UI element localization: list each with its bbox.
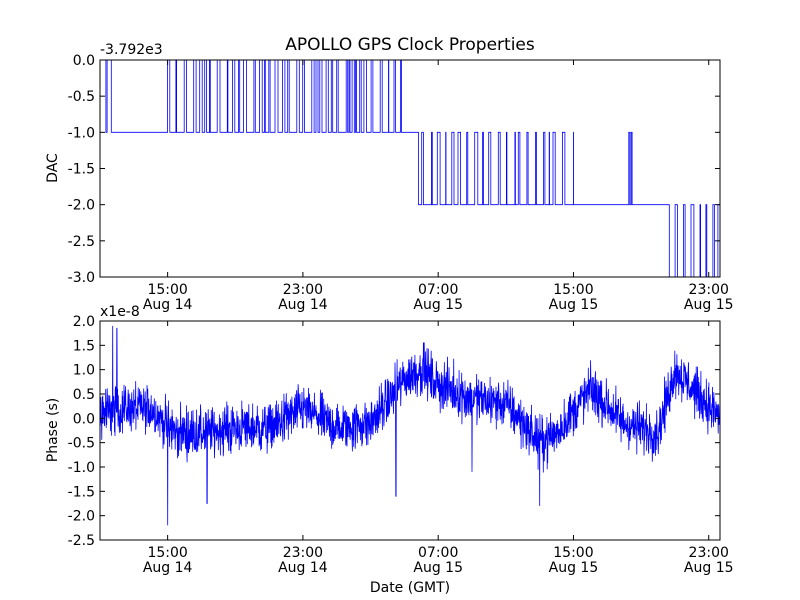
ytick-label: -3.0 — [68, 270, 95, 286]
ytick-label: -1.5 — [68, 162, 95, 178]
phase-panel: 2.0 1.5 1.0 0.5 0.0 -0.5 -1.0 -1.5 -2.0 -2.5 15:00… — [45, 304, 734, 596]
xtick-label-time: 15:00 — [553, 282, 593, 298]
phase-offset-text: x1e-8 — [100, 304, 140, 320]
ytick-label: -2.0 — [68, 198, 95, 214]
xtick-label-date: Aug 15 — [413, 297, 463, 313]
ytick-label: -1.5 — [68, 484, 95, 500]
ytick-label: -1.0 — [68, 460, 95, 476]
ytick-label: -2.5 — [68, 533, 95, 549]
phase-ylabel: Phase (s) — [45, 398, 61, 462]
xtick-label-date: Aug 15 — [549, 297, 599, 313]
xtick-label-date: Aug 14 — [278, 297, 328, 313]
dac-series — [100, 60, 720, 277]
chart-title: APOLLO GPS Clock Properties — [285, 35, 535, 55]
ytick-label: 1.5 — [73, 338, 95, 354]
phase-line — [100, 325, 720, 526]
phase-axes-frame — [99, 320, 721, 541]
ytick-label: 0.0 — [73, 411, 95, 427]
ytick-label: -2.5 — [68, 234, 95, 250]
xtick-label-date: Aug 15 — [549, 560, 599, 576]
xtick-label-time: 23:00 — [689, 545, 729, 561]
dac-offset-text: -3.792e3 — [100, 42, 163, 58]
ytick-label: 2.0 — [73, 314, 95, 330]
xtick-label-time: 23:00 — [689, 282, 729, 298]
xtick-label-time: 23:00 — [283, 282, 323, 298]
xtick-label-date: Aug 14 — [278, 560, 328, 576]
ytick-label: -0.5 — [68, 89, 95, 105]
xtick-label-time: 15:00 — [147, 282, 187, 298]
ytick-label: -0.5 — [68, 436, 95, 452]
xtick-label-time: 07:00 — [418, 282, 458, 298]
xtick-label-date: Aug 15 — [684, 560, 734, 576]
ytick-label: 1.0 — [73, 363, 95, 379]
phase-xlabel: Date (GMT) — [370, 580, 450, 596]
xtick-label-time: 15:00 — [147, 545, 187, 561]
ytick-label: 0.5 — [73, 387, 95, 403]
xtick-label-time: 23:00 — [283, 545, 323, 561]
xtick-label-time: 07:00 — [418, 545, 458, 561]
phase-ticks: 2.0 1.5 1.0 0.5 0.0 -0.5 -1.0 -1.5 -2.0 -2.5 15:00… — [68, 314, 734, 576]
dac-ylabel: DAC — [45, 153, 61, 183]
dac-axes-frame — [99, 59, 721, 278]
xtick-label-date: Aug 14 — [143, 560, 193, 576]
xtick-label-date: Aug 15 — [684, 297, 734, 313]
dac-line — [100, 60, 720, 277]
xtick-label-date: Aug 14 — [143, 297, 193, 313]
ytick-label: -2.0 — [68, 509, 95, 525]
phase-series — [100, 325, 720, 526]
xtick-label-date: Aug 15 — [413, 560, 463, 576]
xtick-label-time: 15:00 — [553, 545, 593, 561]
ytick-label: 0.0 — [73, 53, 95, 69]
ytick-label: -1.0 — [68, 125, 95, 141]
